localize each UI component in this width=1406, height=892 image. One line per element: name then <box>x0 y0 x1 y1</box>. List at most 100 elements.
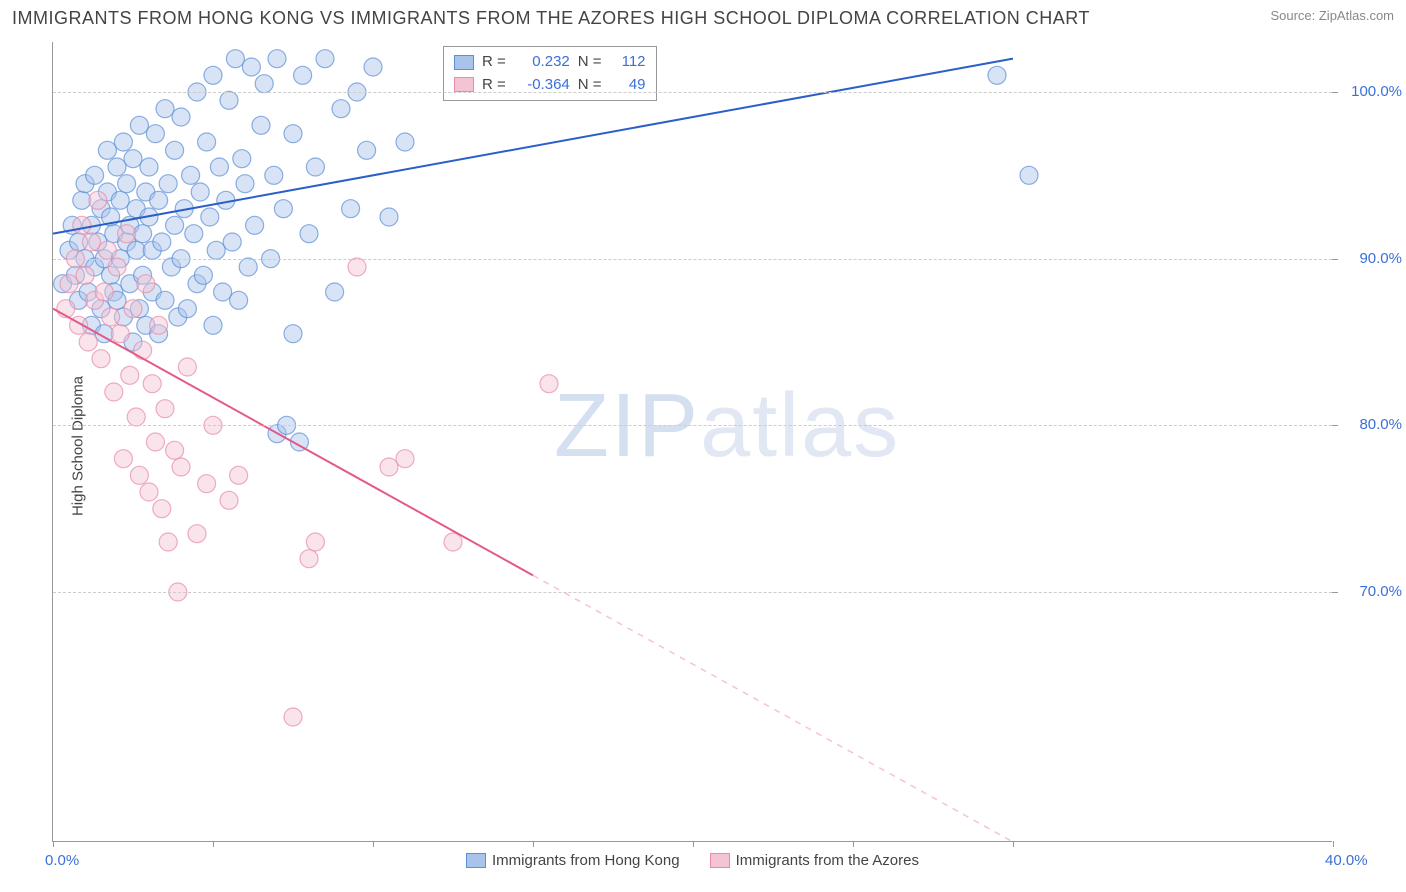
x-tick <box>853 841 854 847</box>
scatter-point <box>102 308 120 326</box>
scatter-point <box>166 441 184 459</box>
scatter-point <box>284 325 302 343</box>
scatter-point <box>1020 166 1038 184</box>
scatter-point <box>105 383 123 401</box>
y-tick <box>1332 592 1338 593</box>
scatter-point <box>444 533 462 551</box>
scatter-point <box>246 216 264 234</box>
bottom-legend-item-1: Immigrants from Hong Kong <box>466 852 680 869</box>
legend-top-row: R =0.232N =112 <box>454 51 646 74</box>
scatter-point <box>76 266 94 284</box>
scatter-point <box>111 191 129 209</box>
scatter-point <box>396 450 414 468</box>
scatter-point <box>172 458 190 476</box>
scatter-point <box>114 450 132 468</box>
scatter-point <box>223 233 241 251</box>
legend-swatch <box>454 77 474 92</box>
scatter-point <box>348 258 366 276</box>
x-tick-label: 40.0% <box>1325 852 1368 869</box>
y-tick <box>1332 259 1338 260</box>
scatter-point <box>380 208 398 226</box>
scatter-point <box>201 208 219 226</box>
scatter-point <box>73 216 91 234</box>
scatter-point <box>204 316 222 334</box>
scatter-point <box>194 266 212 284</box>
scatter-point <box>236 175 254 193</box>
scatter-point <box>284 125 302 143</box>
scatter-point <box>156 100 174 118</box>
chart-container: IMMIGRANTS FROM HONG KONG VS IMMIGRANTS … <box>0 0 1406 892</box>
gridline-h <box>53 259 1332 260</box>
chart-title: IMMIGRANTS FROM HONG KONG VS IMMIGRANTS … <box>12 8 1090 29</box>
scatter-point <box>60 275 78 293</box>
scatter-point <box>226 50 244 68</box>
legend-swatch <box>454 55 474 70</box>
scatter-point <box>188 525 206 543</box>
scatter-point <box>150 191 168 209</box>
scatter-point <box>198 133 216 151</box>
scatter-point <box>124 150 142 168</box>
y-tick <box>1332 92 1338 93</box>
scatter-point <box>166 141 184 159</box>
scatter-point <box>140 483 158 501</box>
scatter-point <box>233 150 251 168</box>
scatter-point <box>178 358 196 376</box>
legend-swatch-series-1 <box>466 853 486 868</box>
bottom-legend-label-2: Immigrants from the Azores <box>736 852 919 869</box>
scatter-point <box>89 191 107 209</box>
scatter-point <box>79 333 97 351</box>
scatter-point <box>86 166 104 184</box>
scatter-point <box>172 108 190 126</box>
scatter-point <box>306 158 324 176</box>
legend-n-value: 112 <box>610 51 646 74</box>
y-tick-label: 90.0% <box>1359 250 1402 267</box>
x-tick <box>53 841 54 847</box>
x-tick <box>693 841 694 847</box>
scatter-point <box>118 225 136 243</box>
legend-r-value: 0.232 <box>514 51 570 74</box>
scatter-point <box>268 50 286 68</box>
scatter-point <box>364 58 382 76</box>
scatter-point <box>156 291 174 309</box>
scatter-point <box>127 241 145 259</box>
scatter-point <box>220 91 238 109</box>
scatter-point <box>342 200 360 218</box>
scatter-point <box>156 400 174 418</box>
scatter-point <box>159 175 177 193</box>
scatter-point <box>198 475 216 493</box>
scatter-point <box>140 158 158 176</box>
scatter-point <box>380 458 398 476</box>
scatter-point <box>242 58 260 76</box>
y-tick-label: 80.0% <box>1359 416 1402 433</box>
scatter-point <box>255 75 273 93</box>
chart-svg <box>53 42 1332 841</box>
scatter-point <box>988 66 1006 84</box>
scatter-point <box>300 225 318 243</box>
x-tick <box>213 841 214 847</box>
scatter-point <box>137 275 155 293</box>
scatter-point <box>214 283 232 301</box>
x-tick <box>1333 841 1334 847</box>
scatter-point <box>178 300 196 318</box>
regression-line-dashed <box>533 575 1013 842</box>
bottom-legend-item-2: Immigrants from the Azores <box>710 852 919 869</box>
x-tick <box>1013 841 1014 847</box>
scatter-point <box>118 175 136 193</box>
scatter-point <box>134 225 152 243</box>
scatter-point <box>134 341 152 359</box>
gridline-h <box>53 592 1332 593</box>
scatter-point <box>294 66 312 84</box>
x-tick <box>373 841 374 847</box>
scatter-point <box>396 133 414 151</box>
y-tick-label: 70.0% <box>1359 583 1402 600</box>
scatter-point <box>358 141 376 159</box>
scatter-point <box>540 375 558 393</box>
scatter-point <box>143 375 161 393</box>
scatter-point <box>82 233 100 251</box>
scatter-point <box>108 258 126 276</box>
scatter-point <box>127 408 145 426</box>
legend-r-label: R = <box>482 51 506 74</box>
scatter-point <box>252 116 270 134</box>
plot-area: ZIPatlas R =0.232N =112R =-0.364N =49 Im… <box>52 42 1332 842</box>
scatter-point <box>274 200 292 218</box>
